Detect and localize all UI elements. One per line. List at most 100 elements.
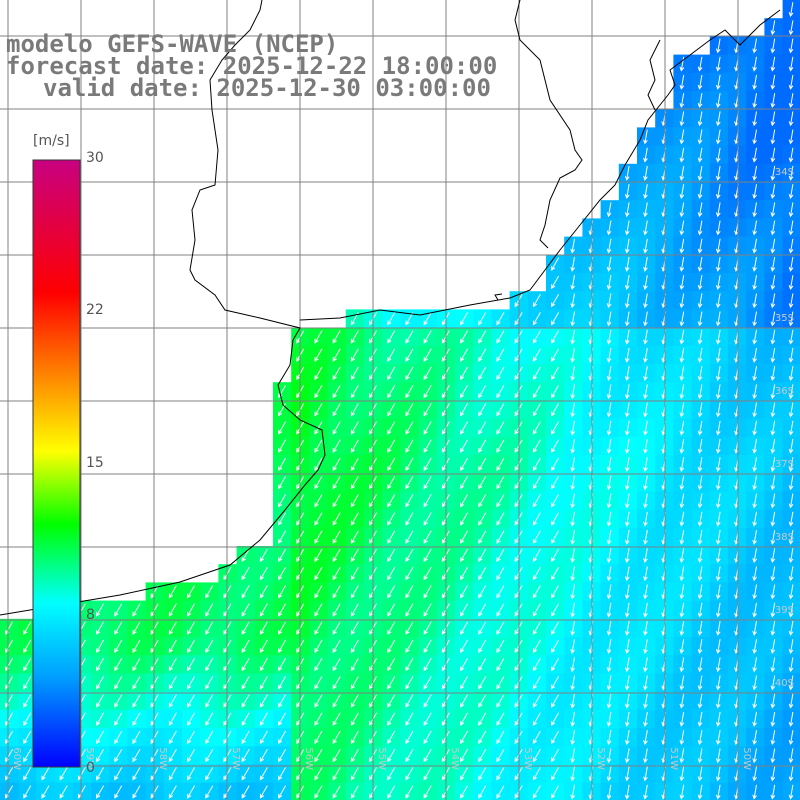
wind-arrow — [606, 639, 612, 655]
wind-arrow — [532, 730, 541, 745]
wind-arrow — [697, 457, 703, 473]
wind-arrow — [114, 730, 123, 745]
wind-arrow — [570, 784, 575, 800]
wind-arrow — [770, 602, 776, 618]
lon-label: 54W — [449, 747, 460, 770]
wind-arrow — [788, 311, 794, 327]
wind-arrow — [551, 748, 560, 763]
wind-arrow — [332, 548, 341, 563]
wind-arrow — [405, 366, 414, 381]
wind-arrow — [697, 784, 703, 800]
wind-arrow — [150, 657, 159, 672]
wind-arrow — [387, 639, 396, 654]
wind-arrow — [697, 675, 703, 691]
wind-arrow — [387, 676, 396, 690]
wind-arrow — [405, 475, 414, 490]
wind-arrow — [405, 585, 414, 599]
wind-arrow — [570, 602, 575, 618]
wind-arrow — [114, 767, 123, 781]
wind-arrow — [532, 657, 541, 672]
wind-arrow — [259, 748, 268, 763]
wind-arrow — [715, 256, 721, 272]
title-valid-date: valid date: 2025-12-30 03:00:00 — [43, 74, 491, 102]
colorbar — [32, 159, 81, 768]
wind-arrow — [788, 730, 794, 746]
wind-arrow — [570, 711, 575, 727]
wind-arrow — [679, 129, 685, 145]
wind-arrow — [715, 74, 721, 90]
wind-arrow — [332, 694, 341, 708]
wind-arrow — [624, 238, 630, 254]
wind-arrow — [551, 403, 560, 417]
wind-arrow — [697, 420, 703, 436]
wind-arrow — [350, 384, 359, 399]
wind-arrow — [752, 165, 757, 181]
wind-arrow — [770, 238, 776, 254]
wind-arrow — [460, 457, 469, 472]
wind-arrow — [624, 566, 630, 582]
wind-arrow — [570, 657, 575, 673]
wind-arrow — [770, 366, 776, 382]
wind-arrow — [570, 329, 575, 345]
longitude-labels: 60W 59W 58W 57W 56W 55W 54W 53W 52W 51W 50W — [11, 747, 752, 770]
wind-arrow — [788, 220, 794, 236]
wind-arrow — [478, 748, 487, 763]
wind-arrow — [697, 293, 703, 309]
wind-arrow — [532, 694, 541, 708]
wind-arrow — [150, 785, 159, 799]
wind-arrow — [350, 530, 359, 544]
wind-arrow — [679, 438, 685, 454]
wind-arrow — [752, 184, 757, 200]
wind-arrow — [205, 585, 214, 599]
wind-arrow — [478, 330, 487, 344]
wind-arrow — [697, 275, 703, 291]
wind-arrow — [496, 512, 505, 526]
wind-arrow — [496, 639, 505, 654]
wind-arrow — [168, 603, 177, 617]
wind-arrow — [551, 421, 560, 435]
wind-arrow — [715, 711, 721, 727]
wind-arrow — [551, 384, 560, 399]
wind-arrow — [643, 457, 648, 473]
wind-arrow — [770, 93, 776, 109]
wind-arrow — [679, 347, 685, 363]
wind-arrow — [551, 548, 560, 563]
wind-arrow — [387, 330, 396, 344]
wind-arrow — [679, 384, 685, 400]
wind-arrow — [205, 785, 214, 799]
wind-arrow — [278, 730, 287, 745]
wind-arrow — [259, 657, 268, 672]
wind-arrow — [788, 657, 794, 673]
wind-arrow — [606, 420, 612, 436]
wind-arrow — [132, 639, 141, 654]
wind-arrow — [387, 457, 396, 472]
wind-arrow — [478, 312, 487, 326]
wind-arrow — [788, 711, 794, 727]
wind-arrow — [570, 511, 575, 527]
wind-arrow — [205, 748, 214, 763]
wind-arrow — [606, 457, 612, 473]
wind-arrow — [496, 494, 505, 508]
wind-arrow — [478, 603, 487, 617]
wind-arrow — [606, 693, 612, 709]
wind-arrow — [387, 421, 396, 435]
wind-arrow — [788, 402, 794, 418]
wind-arrow — [679, 420, 685, 436]
wind-arrow — [478, 348, 487, 362]
wind-arrow — [752, 93, 757, 109]
wind-arrow — [606, 529, 612, 545]
wind-arrow — [679, 93, 685, 109]
wind-arrow — [697, 402, 703, 418]
wind-arrow — [624, 165, 630, 181]
wind-arrow — [205, 639, 214, 654]
wind-arrow — [770, 730, 776, 746]
wind-arrow — [332, 457, 341, 472]
wind-arrow — [187, 621, 196, 635]
wind-arrow — [259, 730, 268, 745]
wind-arrow — [423, 566, 432, 581]
wind-arrow — [423, 348, 432, 362]
wind-arrow — [496, 330, 505, 344]
wind-arrow — [624, 420, 630, 436]
wind-arrow — [314, 767, 323, 781]
wind-arrow — [405, 330, 414, 344]
